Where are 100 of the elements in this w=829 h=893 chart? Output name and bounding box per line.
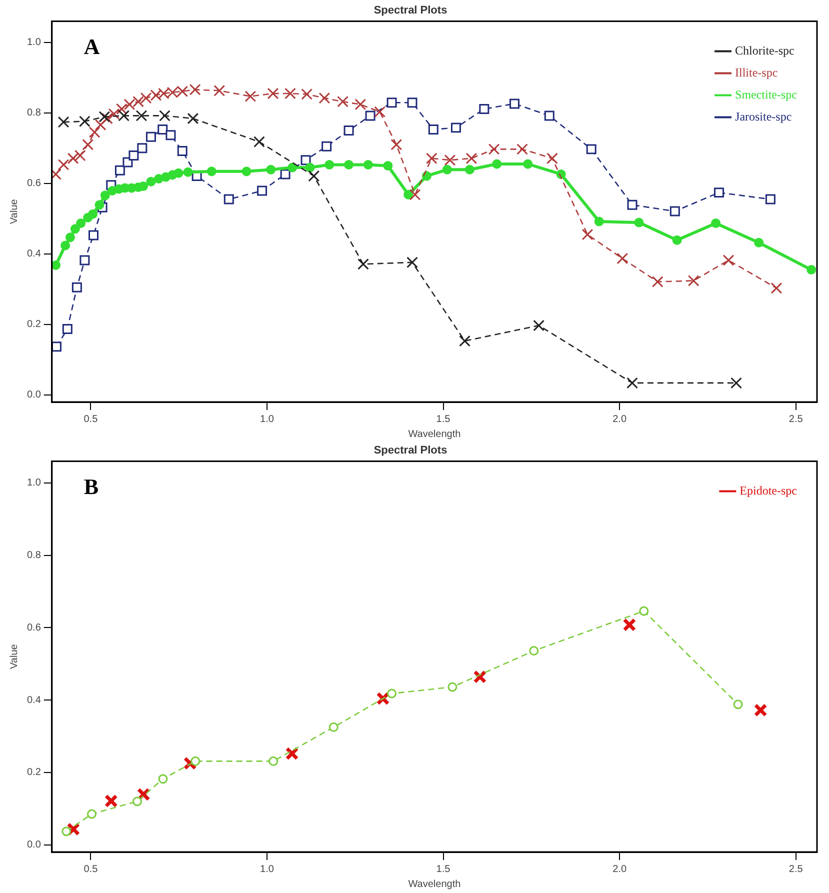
x-tick-label: 1.5 — [436, 864, 451, 875]
y-axis-title: Value — [8, 198, 20, 224]
y-tick-label: 1.0 — [26, 37, 42, 48]
y-tick-label: 0.6 — [26, 622, 42, 634]
point — [544, 110, 554, 121]
point — [52, 260, 61, 270]
point — [285, 746, 299, 760]
point — [88, 209, 98, 219]
point — [124, 98, 136, 110]
point — [344, 160, 354, 170]
point — [174, 168, 184, 178]
point — [60, 240, 70, 250]
point — [358, 258, 369, 270]
point — [118, 110, 130, 122]
point — [88, 230, 98, 240]
point — [365, 110, 376, 121]
point — [688, 275, 700, 286]
point — [672, 235, 682, 245]
point — [516, 143, 528, 155]
x-tick-label: 2.0 — [612, 414, 627, 425]
point — [407, 98, 418, 108]
x-tick-label: 0.5 — [84, 864, 98, 875]
point — [383, 161, 393, 171]
point — [529, 646, 539, 656]
point — [322, 141, 332, 152]
point — [450, 122, 461, 133]
point — [70, 224, 80, 234]
point — [622, 618, 636, 632]
point — [404, 190, 414, 200]
point — [176, 86, 188, 98]
point — [94, 119, 106, 131]
point — [78, 116, 90, 128]
point — [98, 111, 110, 122]
point — [492, 159, 502, 169]
point — [582, 228, 594, 240]
point — [733, 700, 743, 710]
point — [639, 606, 649, 616]
point — [305, 162, 315, 172]
point — [586, 144, 596, 154]
point — [82, 138, 94, 150]
point — [189, 84, 201, 96]
point — [257, 186, 268, 196]
point — [363, 160, 373, 170]
x-axis-title: Wavelength — [408, 428, 461, 440]
point — [509, 98, 520, 109]
y-axis-title: Value — [8, 644, 20, 670]
point — [76, 218, 86, 228]
point — [62, 324, 72, 334]
y-tick-label: 0.8 — [26, 550, 42, 562]
point — [479, 104, 490, 114]
point — [627, 200, 638, 210]
point — [74, 150, 86, 162]
point — [114, 165, 125, 176]
point — [459, 335, 470, 347]
point — [58, 116, 70, 128]
point — [146, 176, 156, 186]
point — [634, 218, 644, 228]
point — [448, 682, 458, 692]
y-tick-label: 0.4 — [26, 694, 42, 706]
point — [324, 160, 334, 170]
point — [102, 112, 113, 124]
point — [52, 342, 62, 352]
point — [62, 826, 72, 836]
chart-title: Spectral Plots — [374, 4, 448, 17]
point — [206, 166, 216, 176]
point — [594, 216, 604, 226]
point — [267, 88, 279, 100]
x-tick-label: 2.5 — [788, 864, 804, 875]
point — [652, 276, 664, 288]
point — [770, 282, 782, 294]
y-tick-label: 0.8 — [26, 108, 42, 119]
point — [616, 252, 628, 264]
point — [158, 774, 168, 784]
point — [288, 162, 298, 172]
point — [183, 167, 193, 177]
point — [546, 152, 558, 164]
point — [722, 254, 734, 266]
point — [158, 124, 168, 134]
point — [337, 96, 348, 108]
point — [65, 232, 75, 242]
x-axis-title: Wavelength — [408, 878, 461, 890]
x-tick-label: 1.5 — [436, 414, 451, 425]
point — [670, 206, 680, 216]
point — [533, 320, 545, 332]
y-tick-label: 0.0 — [26, 840, 42, 851]
legend-label: Smectite-spc — [735, 87, 798, 102]
point — [473, 670, 487, 684]
point — [190, 756, 200, 766]
point — [488, 143, 500, 155]
point — [140, 92, 152, 104]
annotation: A — [84, 34, 100, 59]
point — [300, 155, 311, 166]
point — [714, 188, 724, 198]
x-tick-label: 2.5 — [788, 414, 804, 425]
point — [711, 218, 721, 228]
point — [284, 88, 296, 100]
point — [266, 164, 276, 174]
x-tick-label: 1.0 — [260, 414, 274, 425]
point — [177, 146, 188, 156]
point — [308, 170, 320, 182]
